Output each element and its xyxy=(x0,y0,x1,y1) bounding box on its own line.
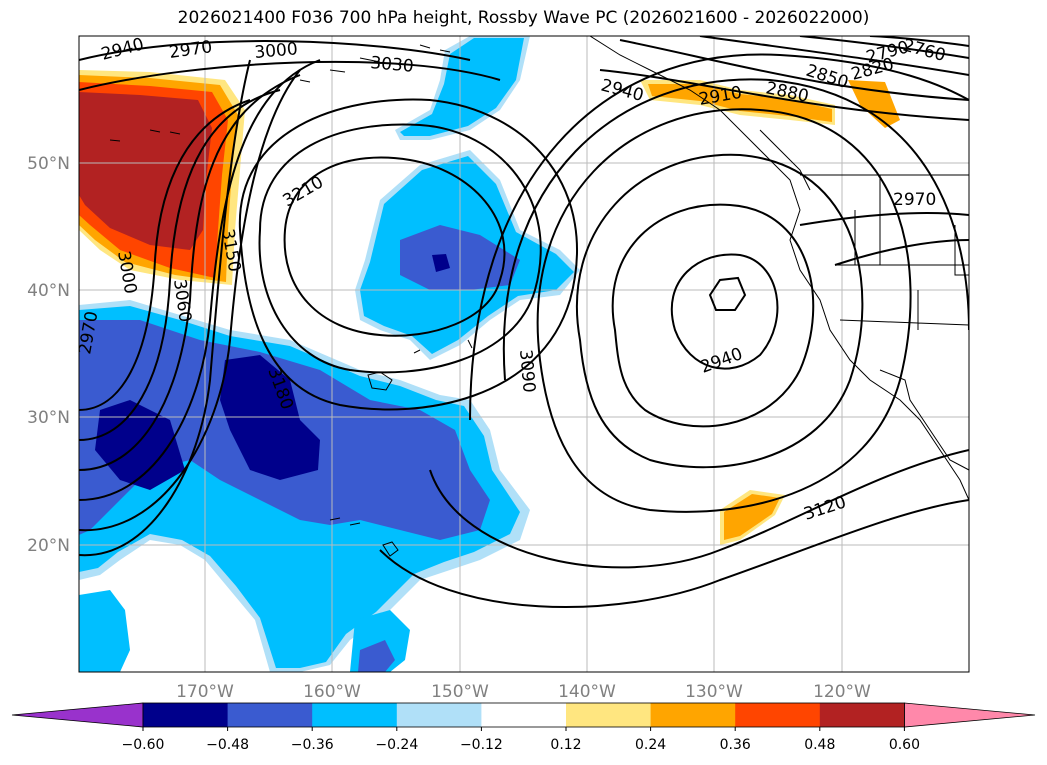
lon-label: 160°W xyxy=(303,682,361,702)
lat-label: 40°N xyxy=(27,281,70,301)
map-title: 2026021400 F036 700 hPa height, Rossby W… xyxy=(177,8,870,28)
colorbar-extend-low xyxy=(11,702,144,728)
colorbar-segment xyxy=(396,703,482,727)
colorbar-tick-label: −0.12 xyxy=(460,737,503,753)
colorbar-tick-label: 0.48 xyxy=(804,737,835,753)
colorbar-tick-label: 0.60 xyxy=(889,737,920,753)
lat-label: 30°N xyxy=(27,408,70,428)
lon-label: 140°W xyxy=(558,682,616,702)
colorbar-segment xyxy=(312,703,398,727)
lat-label: 50°N xyxy=(27,154,70,174)
colorbar-segment xyxy=(819,703,905,727)
colorbar-tick-label: 0.36 xyxy=(720,737,751,753)
colorbar-segment xyxy=(566,703,652,727)
colorbar-segment xyxy=(735,703,821,727)
colorbar-segment xyxy=(481,703,567,727)
colorbar-segment xyxy=(143,703,229,727)
lon-label: 150°W xyxy=(431,682,489,702)
lon-label: 130°W xyxy=(685,682,743,702)
colorbar-tick-label: −0.36 xyxy=(291,737,334,753)
lat-label: 20°N xyxy=(27,536,70,556)
contour-label: 2970 xyxy=(893,190,936,210)
contour-label: 2970 xyxy=(75,310,102,356)
colorbar: −0.60 −0.48 −0.36 −0.24 −0.12 0.12 0.24 0.36 0.4… xyxy=(11,702,1036,753)
lon-label: 170°W xyxy=(176,682,234,702)
colorbar-frame xyxy=(142,702,905,728)
contour-label: 3000 xyxy=(254,39,299,63)
contour-label: 3090 xyxy=(515,349,539,394)
coastlines xyxy=(109,36,969,557)
latitude-labels: 50°N 40°N 30°N 20°N xyxy=(27,154,70,556)
height-contours xyxy=(79,36,969,608)
colorbar-tick-label: 0.24 xyxy=(635,737,666,753)
map-frame xyxy=(78,35,970,673)
longitude-labels: 170°W 160°W 150°W 140°W 130°W 120°W xyxy=(176,682,871,702)
lon-label: 120°W xyxy=(813,682,871,702)
colorbar-segment xyxy=(227,703,313,727)
contour-label: 3030 xyxy=(370,53,415,77)
colorbar-tick-label: −0.60 xyxy=(122,737,165,753)
colorbar-tick-label: −0.24 xyxy=(375,737,418,753)
colorbar-segment xyxy=(650,703,736,727)
colorbar-tick-label: 0.12 xyxy=(550,737,581,753)
colorbar-tick-label: −0.48 xyxy=(206,737,249,753)
graticule xyxy=(79,36,969,672)
colorbar-extend-high xyxy=(904,702,1036,728)
